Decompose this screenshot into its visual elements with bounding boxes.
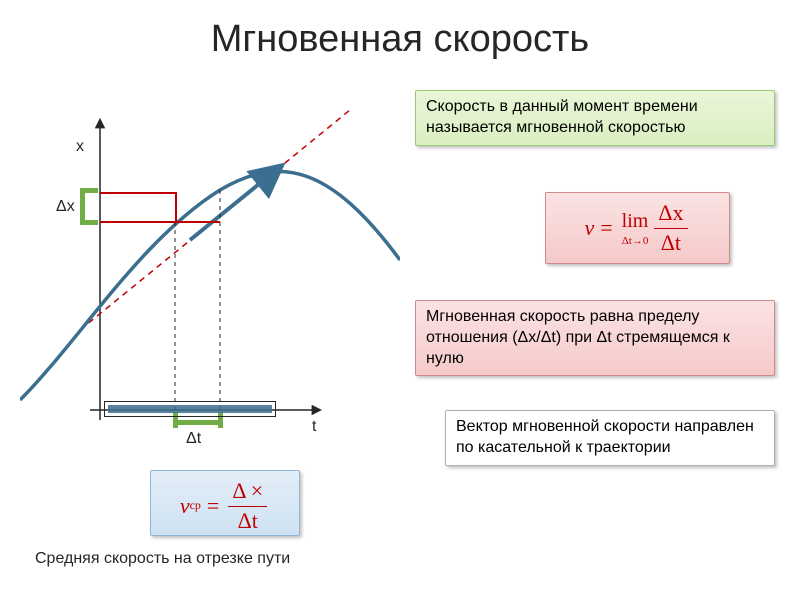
- formula-instant: v = lim Δt→0 Δx Δt: [556, 199, 719, 257]
- dx-marker: [80, 190, 85, 222]
- tangent-text: Вектор мгновенной скорости направлен по …: [456, 418, 754, 456]
- interval-bar-outline: [104, 401, 276, 417]
- formula-instant-box: v = lim Δt→0 Δx Δt: [545, 192, 730, 264]
- dx-marker-cap-bot: [80, 220, 98, 225]
- velocity-chart: x Δx t Δt: [20, 80, 400, 500]
- dx-label: Δx: [56, 198, 75, 216]
- dt-marker: [175, 420, 220, 425]
- page-title: Мгновенная скорость: [0, 0, 800, 61]
- x-axis-label: x: [76, 138, 84, 156]
- limit-explain-box: Мгновенная скорость равна пределу отноше…: [415, 300, 775, 376]
- t-axis-label: t: [312, 418, 316, 436]
- velocity-vector: [190, 167, 280, 240]
- definition-text: Скорость в данный момент времени называе…: [426, 98, 698, 136]
- formula-avg-box: vср = Δ × Δt: [150, 470, 300, 536]
- definition-box: Скорость в данный момент времени называе…: [415, 90, 775, 146]
- dx-marker-cap-top: [80, 188, 98, 193]
- x-projection-line-2: [100, 192, 175, 194]
- limit-explain-text: Мгновенная скорость равна пределу отноше…: [426, 308, 730, 367]
- dt-label: Δt: [186, 430, 201, 448]
- tangent-box: Вектор мгновенной скорости направлен по …: [445, 410, 775, 466]
- formula-avg: vср = Δ × Δt: [161, 477, 289, 535]
- trajectory-curve: [20, 171, 400, 400]
- avg-speed-caption: Средняя скорость на отрезке пути: [35, 550, 290, 568]
- dx-leg: [175, 192, 177, 222]
- x-projection-line: [100, 221, 220, 223]
